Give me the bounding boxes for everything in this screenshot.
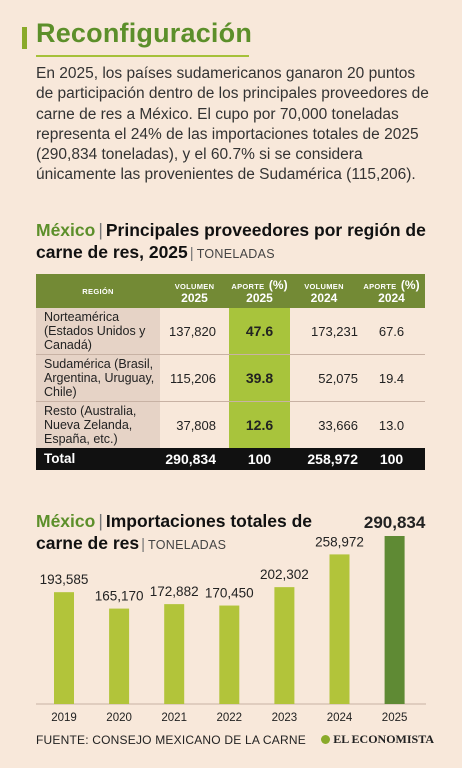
- title-accent-bar: [22, 27, 27, 49]
- table-row: Resto (Australia, Nueva Zelanda, España,…: [36, 402, 425, 448]
- x-tick-2021: 2021: [161, 712, 187, 724]
- chart-section-country: México: [36, 511, 96, 531]
- bar-2023: [274, 587, 295, 704]
- chart-section-title: México | Importaciones totales de carne de…: [36, 510, 336, 556]
- value-label-2021: 172,882: [150, 584, 199, 599]
- header-aporte-2024: APORTE (%) 2024: [363, 277, 420, 305]
- chart-section-unit: TONELADAS: [148, 538, 227, 552]
- table-row: Sudamérica (Brasil, Argentina, Uruguay, …: [36, 355, 425, 401]
- region-cell: Resto (Australia, Nueva Zelanda, España,…: [36, 402, 160, 448]
- table-section-unit-separator: |: [189, 245, 194, 262]
- table-section-separator: |: [98, 220, 103, 240]
- page-title: Reconfiguración: [36, 18, 253, 48]
- chart-section-separator: |: [98, 511, 103, 531]
- x-tick-2023: 2023: [272, 712, 298, 724]
- header-region: REGIÓN: [82, 286, 114, 296]
- brand-logo: EL ECONOMISTA: [321, 732, 434, 747]
- value-label-2022: 170,450: [205, 586, 254, 601]
- header-volumen-2025: VOLUMEN 2025: [174, 281, 215, 305]
- row-divider: [36, 354, 425, 355]
- x-tick-2024: 2024: [327, 712, 353, 724]
- volume-2024-cell: 173,231: [311, 323, 358, 339]
- bar-2024: [329, 554, 350, 704]
- bar-2021: [164, 604, 185, 704]
- bar-2019: [54, 592, 74, 704]
- value-label-2023: 202,302: [260, 567, 309, 582]
- total-volume-2024: 258,972: [307, 451, 358, 467]
- volume-2024-cell: 33,666: [318, 417, 358, 433]
- volume-2025-cell: 137,820: [169, 323, 216, 339]
- bar-2020: [109, 608, 130, 704]
- header-volumen-2024: VOLUMEN 2024: [304, 281, 344, 305]
- table-row: Norteamérica (Estados Unidos y Canadá) 1…: [36, 308, 425, 354]
- table-total-row: Total 290,834 100 258,972 100: [36, 448, 425, 470]
- value-label-2019: 193,585: [40, 572, 89, 587]
- share-2025-cell: 12.6: [229, 402, 290, 448]
- share-2025-cell: 47.6: [229, 308, 290, 354]
- source-note: FUENTE: CONSEJO MEXICANO DE LA CARNE: [36, 733, 306, 747]
- header-aporte-2025: APORTE (%) 2025: [231, 277, 288, 305]
- table-section-unit: TONELADAS: [196, 247, 275, 261]
- brand-dot-icon: [321, 735, 331, 744]
- region-cell: Sudamérica (Brasil, Argentina, Uruguay, …: [36, 355, 160, 401]
- x-tick-2022: 2022: [217, 712, 243, 724]
- volume-2024-cell: 52,075: [318, 370, 358, 386]
- table-section-title: México | Principales proveedores por regió…: [36, 219, 436, 265]
- share-2024-cell: 13.0: [378, 417, 405, 433]
- volume-2025-cell: 115,206: [169, 370, 216, 386]
- chart-section-heading: Importaciones totales de carne de res: [36, 511, 313, 553]
- bar-2025: [384, 536, 405, 704]
- bar-2022: [219, 605, 240, 704]
- table-section-country: México: [36, 220, 96, 240]
- table-header: REGIÓN VOLUMEN 2025 APORTE (%) 2025 VOLUM…: [36, 274, 425, 308]
- x-tick-2025: 2025: [382, 712, 408, 724]
- total-share-2025: 100: [247, 451, 272, 467]
- x-tick-2020: 2020: [106, 712, 132, 724]
- total-label: Total: [44, 451, 76, 466]
- total-volume-2025: 290,834: [165, 451, 216, 467]
- row-divider: [36, 401, 425, 402]
- total-share-2024: 100: [379, 451, 404, 467]
- brand-name: EL ECONOMISTA: [333, 732, 434, 746]
- region-cell: Norteamérica (Estados Unidos y Canadá): [36, 308, 160, 354]
- table-section-heading: Principales proveedores por región de ca…: [36, 220, 426, 262]
- value-label-2025: 290,834: [364, 513, 426, 532]
- share-2024-cell: 67.6: [378, 323, 405, 339]
- value-label-2024: 258,972: [315, 534, 364, 549]
- title-underline: [36, 55, 249, 57]
- chart-section-unit-separator: |: [141, 536, 146, 553]
- volume-2025-cell: 37,808: [176, 417, 216, 433]
- share-2025-cell: 39.8: [229, 355, 290, 401]
- x-tick-2019: 2019: [51, 712, 77, 724]
- intro-paragraph: En 2025, los países sudamericanos ganaro…: [36, 65, 429, 184]
- value-label-2020: 165,170: [95, 589, 144, 604]
- share-2024-cell: 19.4: [378, 370, 405, 386]
